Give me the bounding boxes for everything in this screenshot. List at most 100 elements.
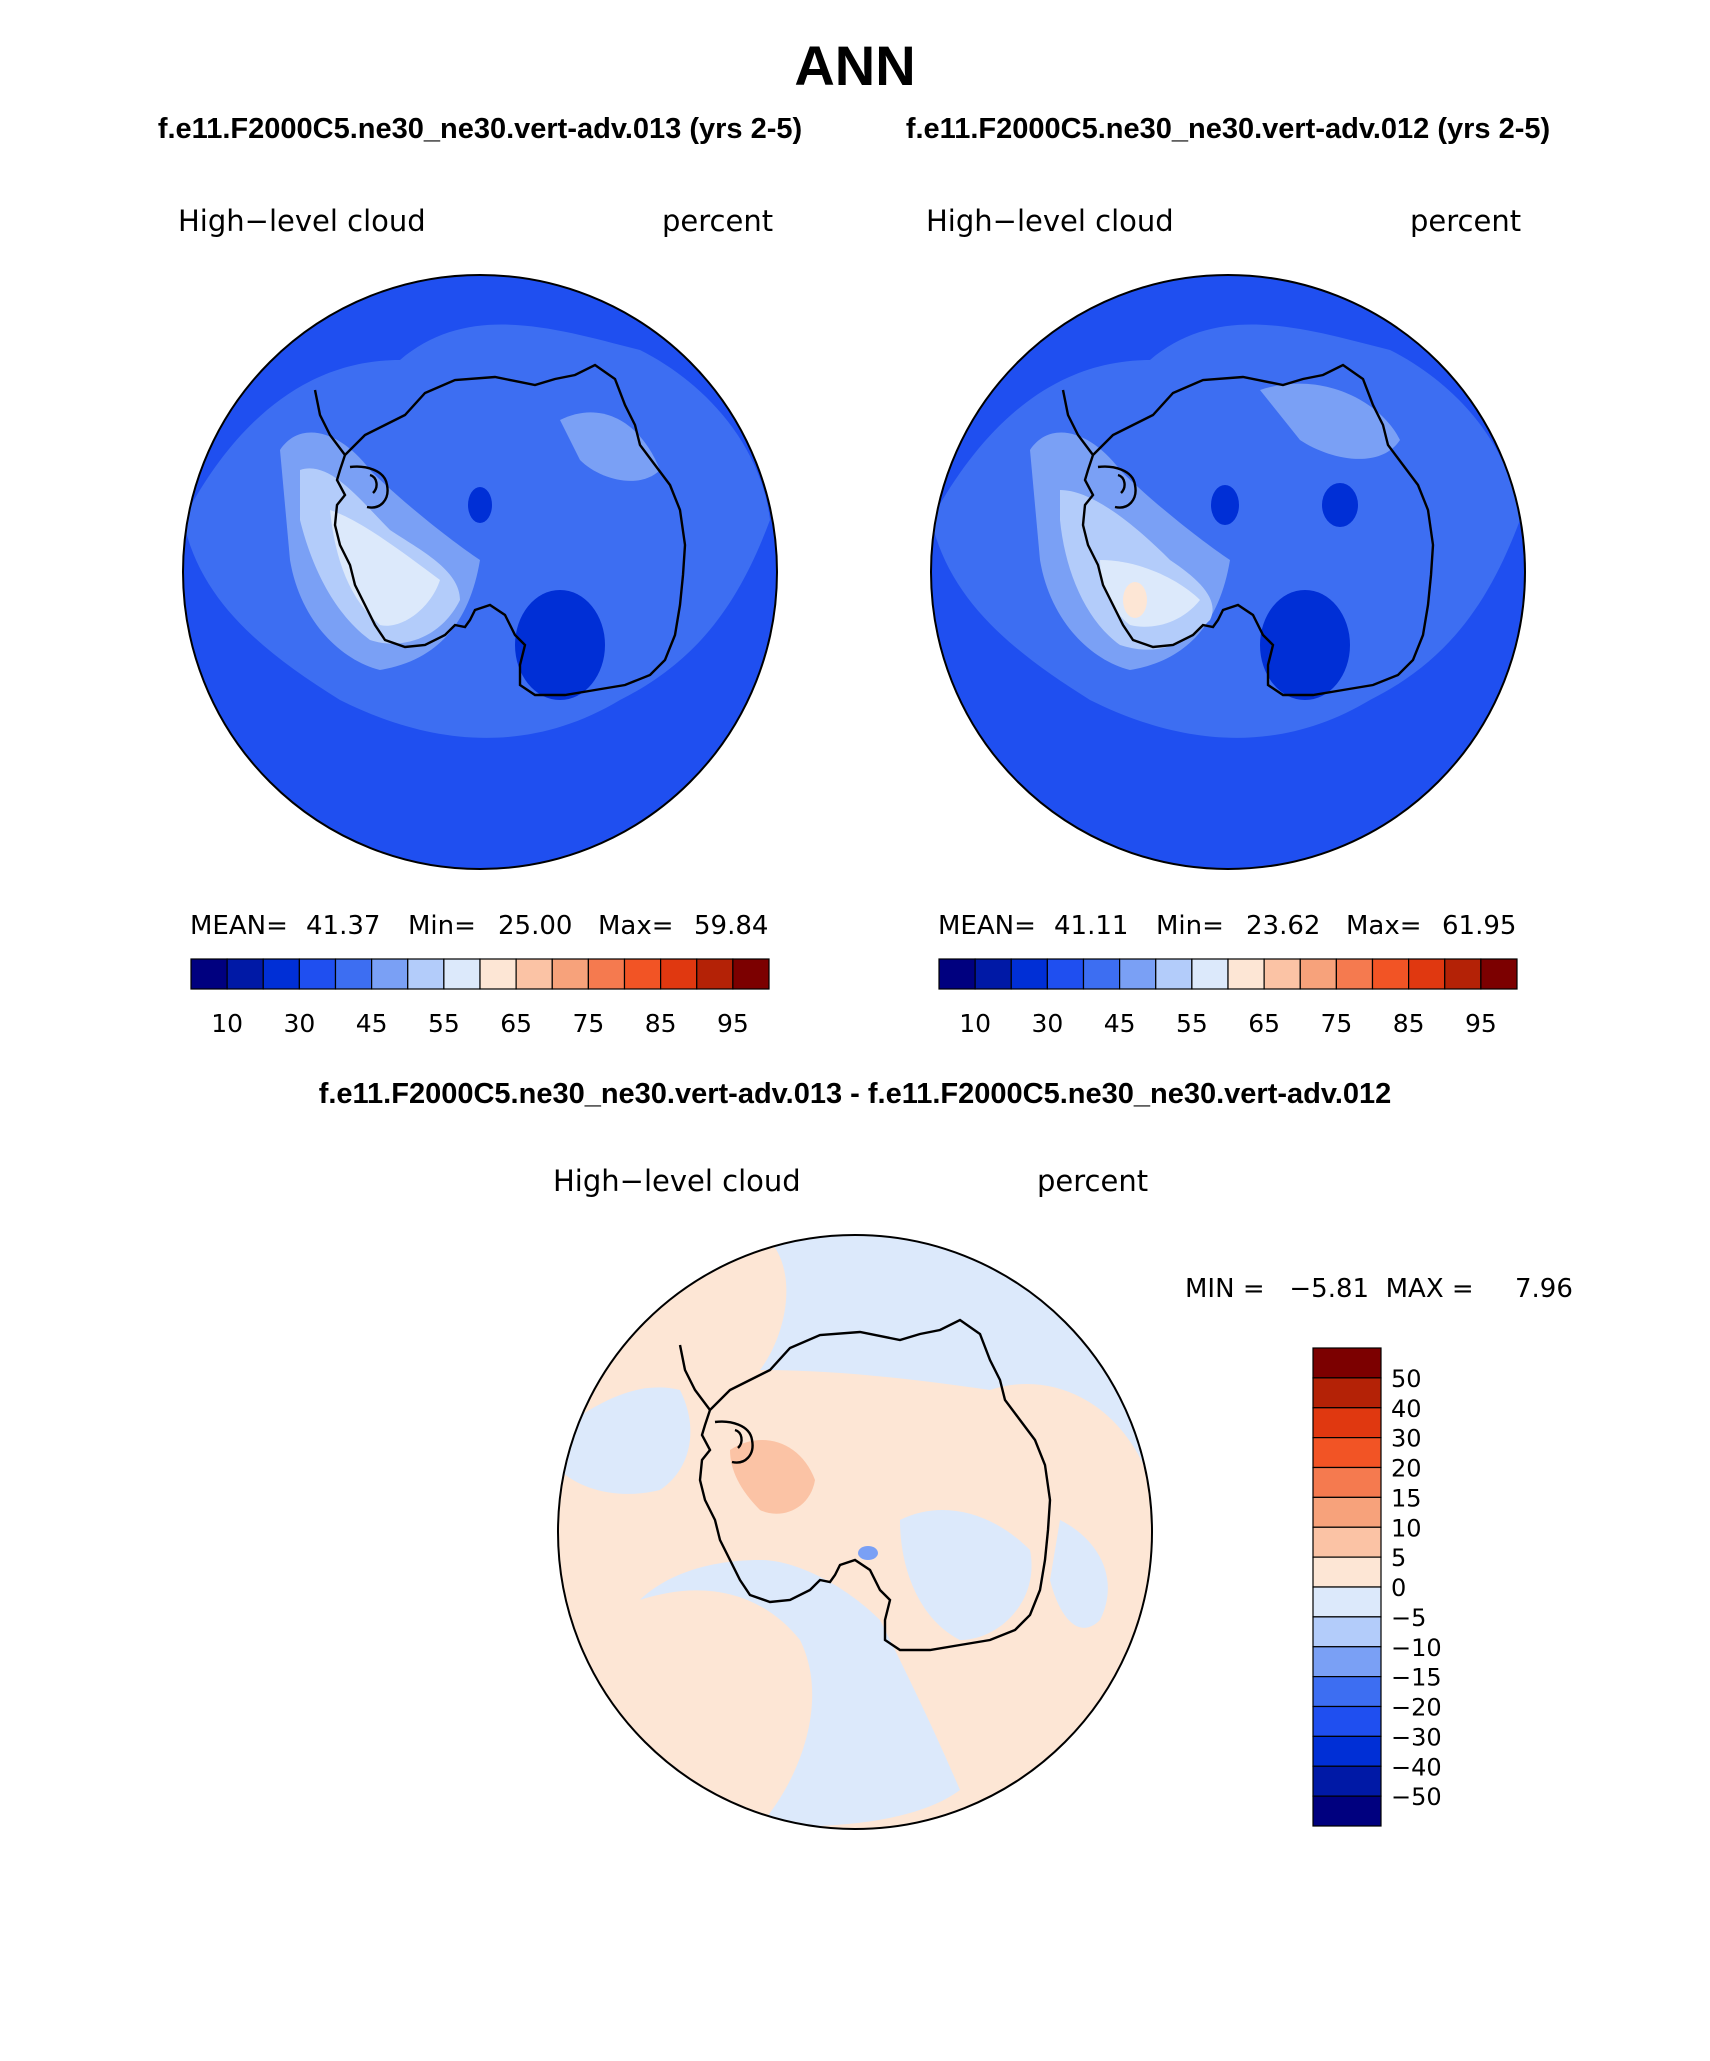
panel-a-colorbar-tick-label: 95 <box>717 1009 749 1038</box>
panel-a-colorbar <box>190 958 770 990</box>
panel-a-colorbar-swatch <box>696 958 734 990</box>
panel-b-colorbar-swatch <box>1299 958 1337 990</box>
panel-b-colorbar-swatch <box>974 958 1012 990</box>
panel-b-colorbar-tick-label: 95 <box>1465 1009 1497 1038</box>
diff-fill-blue-spot <box>858 1546 878 1560</box>
diff-colorbar-tick-label: 15 <box>1391 1484 1422 1512</box>
panel-b-colorbar-swatch <box>1227 958 1265 990</box>
diff-colorbar-swatch <box>1312 1735 1382 1767</box>
panel-b-min: 23.62 <box>1246 911 1320 941</box>
panel-a-colorbar-labels: 10 30 45 55 65 75 85 95 <box>211 1009 749 1038</box>
panel-b-colorbar-swatch <box>1408 958 1446 990</box>
panel-b-units: percent <box>1410 204 1521 238</box>
panel-b-mean: 41.11 <box>1054 911 1128 941</box>
diff-colorbar-tick-label: 20 <box>1391 1455 1422 1483</box>
panel-a-colorbar-tick-label: 85 <box>645 1009 677 1038</box>
diff-colorbar-swatch <box>1312 1795 1382 1827</box>
panel-a-colorbar-swatch <box>298 958 337 990</box>
diff-fill-blue-east <box>900 1510 1032 1640</box>
panel-b: High−level cloud percent MEAN= 41.11 Min… <box>926 204 1526 1038</box>
panel-a-colorbar-swatch <box>226 958 264 990</box>
panel-a-colorbar-swatch <box>732 958 770 990</box>
panel-a-colorbar-swatch <box>515 958 553 990</box>
panel-b-fill-dark-2 <box>1211 485 1239 525</box>
diff-colorbar-tick-label: −10 <box>1391 1634 1442 1662</box>
panel-b-variable: High−level cloud <box>926 204 1174 238</box>
diff-units: percent <box>1037 1164 1148 1198</box>
panel-a-colorbar-swatch <box>407 958 445 990</box>
panel-b-colorbar-tick-label: 10 <box>959 1009 991 1038</box>
diff-colorbar-tick-label: −20 <box>1391 1694 1442 1722</box>
diff-colorbar-swatch <box>1312 1526 1382 1558</box>
diff-colorbar-tick-label: 0 <box>1391 1574 1406 1602</box>
panel-a: High−level cloud percent MEAN= 41.37 Min… <box>178 204 778 1038</box>
diff-colorbar-tick-label: 5 <box>1391 1544 1406 1572</box>
panel-a-colorbar-tick-label: 75 <box>572 1009 604 1038</box>
panel-a-min-label: Min= <box>408 911 476 941</box>
panel-b-min-label: Min= <box>1156 911 1224 941</box>
panel-a-map <box>183 275 777 869</box>
panel-b-max: 61.95 <box>1442 911 1516 941</box>
panel-a-colorbar-tick-label: 30 <box>283 1009 315 1038</box>
diff-colorbar-tick-label: 30 <box>1391 1425 1422 1453</box>
panel-a-colorbar-swatch <box>551 958 589 990</box>
panel-a-fill-verypale <box>330 510 440 626</box>
diff-colorbar-tick-label: −5 <box>1391 1604 1426 1632</box>
panel-b-colorbar-swatch <box>1371 958 1410 990</box>
diff-map <box>558 1235 1152 1829</box>
panel-a-fill-dark <box>515 590 605 700</box>
panel-a-max: 59.84 <box>694 911 768 941</box>
panel-b-fill-dark <box>1260 590 1350 700</box>
panel-a-colorbar-swatch <box>660 958 698 990</box>
diff-colorbar-tick-label: −15 <box>1391 1664 1442 1692</box>
diff-colorbar-tick-label: −30 <box>1391 1723 1442 1751</box>
diff-colorbar-swatch <box>1312 1765 1382 1797</box>
panel-b-colorbar-swatch <box>1335 958 1374 990</box>
diff-minmax: MIN = −5.81 MAX = 7.96 <box>1185 1274 1573 1304</box>
diff-colorbar-swatch <box>1312 1586 1382 1618</box>
panel-a-min: 25.00 <box>498 911 572 941</box>
panel-b-mean-label: MEAN= <box>938 911 1036 941</box>
diff-frame <box>557 1234 1153 1830</box>
panel-b-colorbar-swatch <box>1010 958 1048 990</box>
panel-b-colorbar-swatch <box>1155 958 1193 990</box>
panel-b-stats: MEAN= 41.11 Min= 23.62 Max= 61.95 <box>938 911 1516 941</box>
panel-a-fill-east-light <box>560 412 660 481</box>
panel-b-colorbar-tick-label: 30 <box>1031 1009 1063 1038</box>
panel-a-colorbar-swatch <box>190 958 228 990</box>
panel-a-colorbar-swatch <box>371 958 409 990</box>
panel-b-case-title: f.e11.F2000C5.ne30_ne30.vert-adv.012 (yr… <box>906 113 1550 145</box>
panel-a-colorbar-swatch <box>623 958 662 990</box>
panel-b-colorbar-tick-label: 75 <box>1320 1009 1352 1038</box>
panel-b-colorbar-swatch <box>1191 958 1229 990</box>
panel-b-colorbar-tick-label: 85 <box>1393 1009 1425 1038</box>
panel-b-colorbar <box>938 958 1518 990</box>
diff-panel: f.e11.F2000C5.ne30_ne30.vert-adv.013 - f… <box>319 1078 1573 1830</box>
panel-b-max-label: Max= <box>1346 911 1422 941</box>
diff-colorbar-swatch <box>1312 1496 1382 1528</box>
diff-colorbar-swatch <box>1312 1407 1382 1439</box>
diff-fill-blue-south <box>640 1560 960 1827</box>
panel-a-colorbar-swatch <box>262 958 300 990</box>
diff-colorbar-swatch <box>1312 1676 1382 1708</box>
panel-a-colorbar-swatch <box>587 958 626 990</box>
diff-colorbar-swatch <box>1312 1556 1382 1588</box>
diff-colorbar <box>1312 1347 1382 1827</box>
diff-variable: High−level cloud <box>553 1164 801 1198</box>
panel-b-colorbar-swatch <box>1082 958 1121 990</box>
panel-b-colorbar-labels: 10 30 45 55 65 75 85 95 <box>959 1009 1497 1038</box>
panel-a-colorbar-swatch <box>334 958 373 990</box>
panel-a-colorbar-tick-label: 65 <box>500 1009 532 1038</box>
figure-title: ANN <box>794 34 915 97</box>
panel-a-mean-label: MEAN= <box>190 911 288 941</box>
panel-a-case-title: f.e11.F2000C5.ne30_ne30.vert-adv.013 (yr… <box>158 113 802 145</box>
diff-colorbar-swatch <box>1312 1377 1382 1409</box>
panel-b-colorbar-swatch <box>1480 958 1518 990</box>
panel-a-frame <box>182 274 778 870</box>
panel-a-variable: High−level cloud <box>178 204 426 238</box>
diff-colorbar-swatch <box>1312 1616 1382 1648</box>
panel-a-fill-dark-2 <box>468 487 492 523</box>
panel-b-fill-dark-3 <box>1322 483 1358 527</box>
